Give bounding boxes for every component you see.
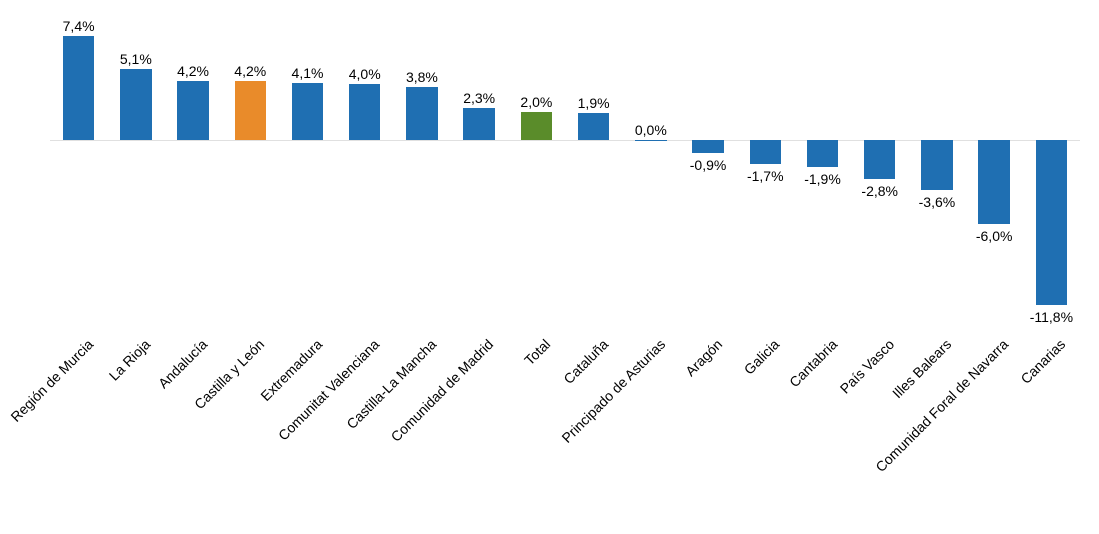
bar bbox=[521, 112, 552, 140]
bar bbox=[292, 83, 323, 140]
category-label: La Rioja bbox=[106, 336, 154, 384]
bar bbox=[578, 113, 609, 140]
bar bbox=[921, 140, 952, 190]
category-label: País Vasco bbox=[836, 336, 897, 397]
category-label: Total bbox=[521, 336, 553, 368]
category-label: Comunitat Valenciana bbox=[275, 336, 382, 443]
bar bbox=[235, 81, 266, 140]
bar bbox=[635, 140, 666, 141]
category-label: Andalucía bbox=[155, 336, 210, 391]
bar-value-label: -3,6% bbox=[907, 194, 967, 210]
bar-value-label: 4,2% bbox=[220, 63, 280, 79]
bar-value-label: 2,0% bbox=[506, 94, 566, 110]
bar bbox=[63, 36, 94, 140]
category-label: Región de Murcia bbox=[7, 336, 96, 425]
category-label: Principado de Asturias bbox=[558, 336, 668, 446]
bar-value-label: 3,8% bbox=[392, 69, 452, 85]
bar-value-label: -2,8% bbox=[850, 183, 910, 199]
bar bbox=[177, 81, 208, 140]
category-label: Cantabria bbox=[786, 336, 840, 390]
bar bbox=[864, 140, 895, 179]
bar bbox=[807, 140, 838, 167]
bar bbox=[463, 108, 494, 140]
bar-value-label: 7,4% bbox=[49, 18, 109, 34]
bar-value-label: -6,0% bbox=[964, 228, 1024, 244]
bar-value-label: 0,0% bbox=[621, 122, 681, 138]
bar bbox=[978, 140, 1009, 224]
bar-value-label: -1,7% bbox=[735, 168, 795, 184]
category-label: Comunidad de Madrid bbox=[388, 336, 497, 445]
bar bbox=[1036, 140, 1067, 305]
bar bbox=[692, 140, 723, 153]
bar bbox=[349, 84, 380, 140]
bar-value-label: 4,1% bbox=[278, 65, 338, 81]
bar bbox=[406, 87, 437, 140]
bar-value-label: -11,8% bbox=[1021, 309, 1081, 325]
bar-value-label: 2,3% bbox=[449, 90, 509, 106]
category-label: Canarias bbox=[1018, 336, 1069, 387]
bar-value-label: -1,9% bbox=[793, 171, 853, 187]
bar-value-label: 4,2% bbox=[163, 63, 223, 79]
bar-value-label: 1,9% bbox=[564, 95, 624, 111]
bar-value-label: 5,1% bbox=[106, 51, 166, 67]
bar bbox=[750, 140, 781, 164]
bar bbox=[120, 69, 151, 140]
bar-value-label: -0,9% bbox=[678, 157, 738, 173]
category-label: Aragón bbox=[682, 336, 725, 379]
category-label: Galicia bbox=[741, 336, 783, 378]
bar-value-label: 4,0% bbox=[335, 66, 395, 82]
category-label: Cataluña bbox=[560, 336, 611, 387]
